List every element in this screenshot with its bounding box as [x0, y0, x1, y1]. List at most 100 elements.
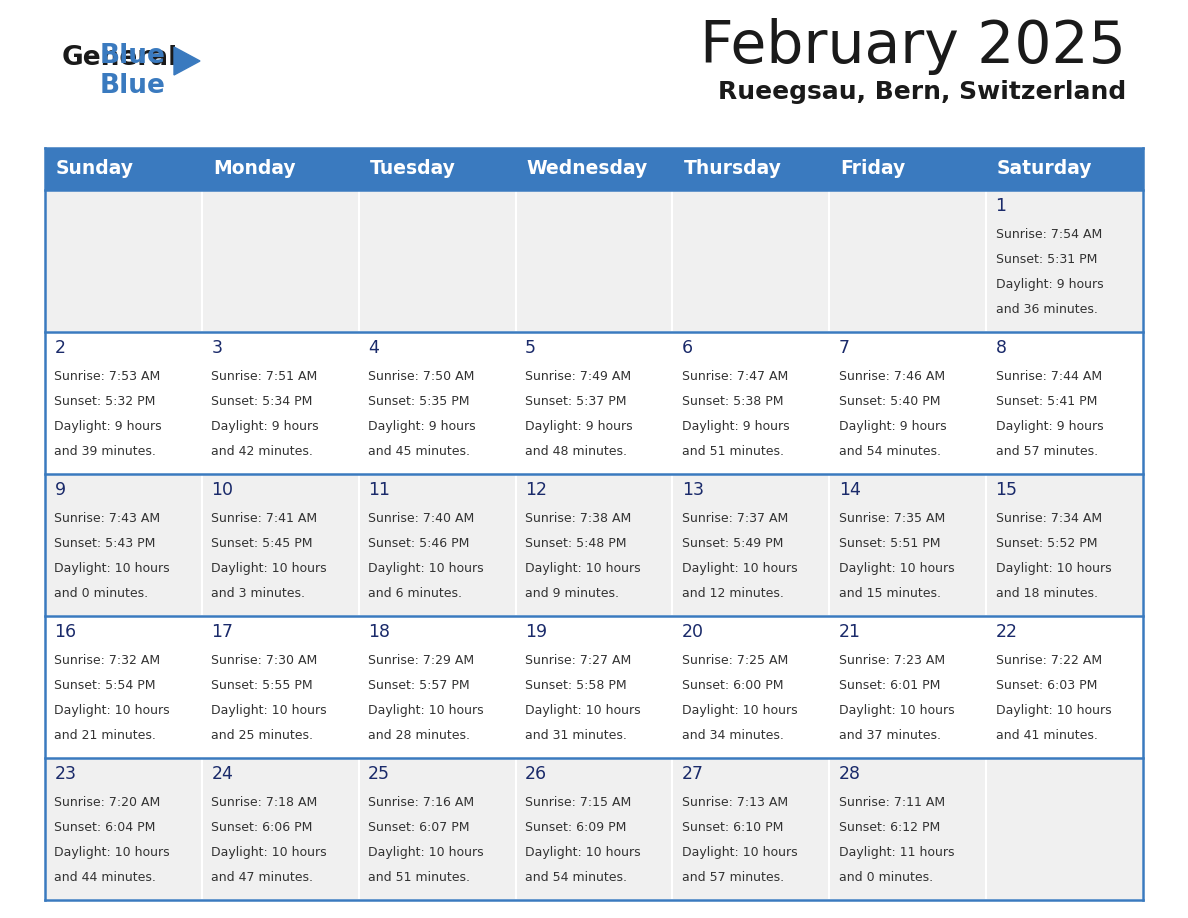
Text: Sunrise: 7:11 AM: Sunrise: 7:11 AM — [839, 796, 944, 810]
Text: 9: 9 — [55, 481, 65, 499]
Text: Sunset: 6:06 PM: Sunset: 6:06 PM — [211, 821, 312, 834]
Text: Sunday: Sunday — [56, 160, 134, 178]
Text: 22: 22 — [996, 623, 1018, 641]
Text: Daylight: 9 hours: Daylight: 9 hours — [996, 278, 1104, 291]
Text: Sunrise: 7:37 AM: Sunrise: 7:37 AM — [682, 512, 788, 525]
Bar — [672, 148, 829, 190]
Bar — [202, 616, 359, 758]
Text: 23: 23 — [55, 765, 76, 783]
Bar — [516, 148, 672, 190]
Bar — [202, 758, 359, 900]
Text: Daylight: 10 hours: Daylight: 10 hours — [839, 562, 954, 575]
Text: Sunrise: 7:23 AM: Sunrise: 7:23 AM — [839, 655, 944, 667]
Text: Sunrise: 7:27 AM: Sunrise: 7:27 AM — [525, 655, 631, 667]
Text: Rueegsau, Bern, Switzerland: Rueegsau, Bern, Switzerland — [718, 80, 1126, 104]
Text: 5: 5 — [525, 339, 536, 357]
Text: 18: 18 — [368, 623, 390, 641]
Bar — [829, 758, 986, 900]
Text: and 34 minutes.: and 34 minutes. — [682, 729, 784, 742]
Text: and 25 minutes.: and 25 minutes. — [211, 729, 314, 742]
Bar — [986, 758, 1143, 900]
Text: 21: 21 — [839, 623, 860, 641]
Bar — [359, 332, 516, 474]
Text: Sunset: 5:51 PM: Sunset: 5:51 PM — [839, 537, 940, 550]
Text: Sunset: 5:37 PM: Sunset: 5:37 PM — [525, 395, 626, 409]
Text: Daylight: 10 hours: Daylight: 10 hours — [682, 562, 797, 575]
Text: Daylight: 10 hours: Daylight: 10 hours — [368, 562, 484, 575]
Text: 26: 26 — [525, 765, 548, 783]
Text: Sunset: 5:52 PM: Sunset: 5:52 PM — [996, 537, 1097, 550]
Bar — [45, 190, 202, 332]
Text: Daylight: 9 hours: Daylight: 9 hours — [211, 420, 318, 433]
Bar — [45, 148, 202, 190]
Text: 13: 13 — [682, 481, 703, 499]
Bar — [829, 148, 986, 190]
Text: Daylight: 10 hours: Daylight: 10 hours — [211, 562, 327, 575]
Text: 6: 6 — [682, 339, 693, 357]
Text: 8: 8 — [996, 339, 1006, 357]
Bar — [672, 332, 829, 474]
Text: Sunset: 5:34 PM: Sunset: 5:34 PM — [211, 395, 312, 409]
Text: Sunrise: 7:40 AM: Sunrise: 7:40 AM — [368, 512, 474, 525]
Bar — [986, 190, 1143, 332]
Text: Sunrise: 7:15 AM: Sunrise: 7:15 AM — [525, 796, 631, 810]
Text: 1: 1 — [996, 197, 1006, 215]
Bar — [672, 474, 829, 616]
Text: Sunset: 6:09 PM: Sunset: 6:09 PM — [525, 821, 626, 834]
Text: 16: 16 — [55, 623, 76, 641]
Text: 15: 15 — [996, 481, 1018, 499]
Text: Daylight: 9 hours: Daylight: 9 hours — [55, 420, 162, 433]
Text: and 3 minutes.: and 3 minutes. — [211, 587, 305, 599]
Text: 11: 11 — [368, 481, 390, 499]
Text: Sunrise: 7:29 AM: Sunrise: 7:29 AM — [368, 655, 474, 667]
Text: 28: 28 — [839, 765, 860, 783]
Text: Daylight: 10 hours: Daylight: 10 hours — [55, 846, 170, 859]
Text: Sunset: 5:43 PM: Sunset: 5:43 PM — [55, 537, 156, 550]
Text: Sunrise: 7:49 AM: Sunrise: 7:49 AM — [525, 370, 631, 383]
Text: 10: 10 — [211, 481, 233, 499]
Text: and 54 minutes.: and 54 minutes. — [525, 871, 627, 884]
Text: Saturday: Saturday — [997, 160, 1093, 178]
Text: 19: 19 — [525, 623, 548, 641]
Text: 2: 2 — [55, 339, 65, 357]
Text: Daylight: 10 hours: Daylight: 10 hours — [211, 704, 327, 717]
Text: Tuesday: Tuesday — [369, 160, 455, 178]
Bar — [986, 616, 1143, 758]
Text: Sunset: 5:57 PM: Sunset: 5:57 PM — [368, 679, 469, 692]
Text: Sunset: 5:41 PM: Sunset: 5:41 PM — [996, 395, 1097, 409]
Text: Sunrise: 7:43 AM: Sunrise: 7:43 AM — [55, 512, 160, 525]
Bar — [986, 332, 1143, 474]
Bar — [202, 332, 359, 474]
Text: and 57 minutes.: and 57 minutes. — [682, 871, 784, 884]
Bar — [359, 190, 516, 332]
Bar — [829, 474, 986, 616]
Text: Daylight: 9 hours: Daylight: 9 hours — [996, 420, 1104, 433]
Text: Sunrise: 7:44 AM: Sunrise: 7:44 AM — [996, 370, 1101, 383]
Text: Daylight: 10 hours: Daylight: 10 hours — [839, 704, 954, 717]
Bar — [202, 190, 359, 332]
Text: Sunrise: 7:13 AM: Sunrise: 7:13 AM — [682, 796, 788, 810]
Text: and 47 minutes.: and 47 minutes. — [211, 871, 314, 884]
Bar — [516, 190, 672, 332]
Text: Daylight: 9 hours: Daylight: 9 hours — [525, 420, 632, 433]
Text: Sunrise: 7:53 AM: Sunrise: 7:53 AM — [55, 370, 160, 383]
Text: Sunset: 6:01 PM: Sunset: 6:01 PM — [839, 679, 940, 692]
Text: Sunrise: 7:47 AM: Sunrise: 7:47 AM — [682, 370, 788, 383]
Text: 4: 4 — [368, 339, 379, 357]
Text: Daylight: 10 hours: Daylight: 10 hours — [996, 562, 1111, 575]
Text: Daylight: 10 hours: Daylight: 10 hours — [682, 704, 797, 717]
Bar — [359, 474, 516, 616]
Bar — [359, 148, 516, 190]
Bar — [516, 616, 672, 758]
Text: 3: 3 — [211, 339, 222, 357]
Text: Friday: Friday — [840, 160, 905, 178]
Text: Sunset: 5:58 PM: Sunset: 5:58 PM — [525, 679, 626, 692]
Text: Sunrise: 7:51 AM: Sunrise: 7:51 AM — [211, 370, 317, 383]
Bar — [829, 190, 986, 332]
Text: and 51 minutes.: and 51 minutes. — [682, 445, 784, 458]
Text: and 42 minutes.: and 42 minutes. — [211, 445, 314, 458]
Text: Sunset: 6:03 PM: Sunset: 6:03 PM — [996, 679, 1097, 692]
Bar — [672, 616, 829, 758]
Text: 17: 17 — [211, 623, 233, 641]
Text: and 0 minutes.: and 0 minutes. — [839, 871, 933, 884]
